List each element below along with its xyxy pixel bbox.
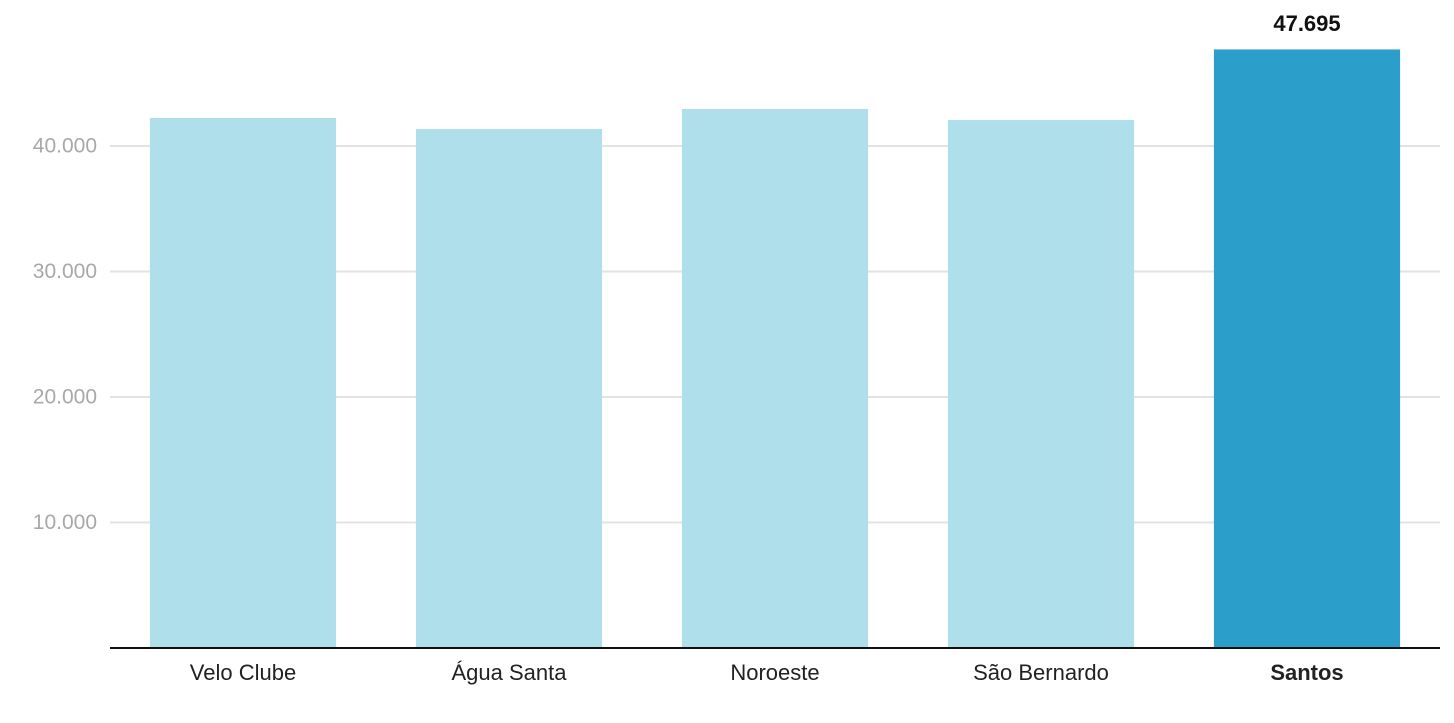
y-tick-label: 40.000 [33,135,97,158]
bar [149,118,337,649]
x-tick-label: Noroeste [730,660,819,685]
y-tick-label: 20.000 [33,386,97,409]
x-tick-label: Santos [1270,660,1343,685]
x-tick-label: Água Santa [452,660,568,685]
bar [1213,49,1401,649]
y-tick-label: 30.000 [33,260,97,283]
bar [947,120,1135,649]
x-tick-label: Velo Clube [190,660,296,685]
bar [681,108,869,649]
x-tick-label: São Bernardo [973,660,1109,685]
y-tick-label: 10.000 [33,511,97,534]
bar [415,129,603,648]
value-label: 47.695 [1273,11,1340,36]
